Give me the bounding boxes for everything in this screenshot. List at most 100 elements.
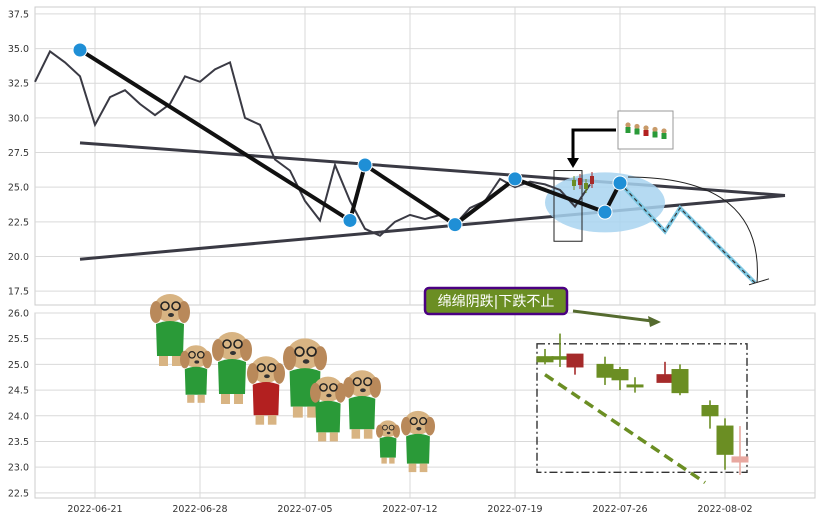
puppy-head [346,370,378,397]
pivot-point [447,217,463,233]
puppy-ear [424,416,435,436]
bottom-y-tick-label: 26.0 [8,309,29,320]
zigzag-segment [453,176,517,227]
pivot-point [357,157,373,173]
candle-body [611,369,629,381]
zigzag-segment [513,176,607,215]
puppy-overalls [156,321,184,356]
puppy-overalls [315,400,341,433]
candlesticks [536,333,749,475]
puppy-ear [202,350,212,369]
puppy-overalls [348,395,376,430]
puppy-overalls [406,433,430,464]
puppy-glasses [267,363,277,373]
puppy-leg [292,406,303,418]
puppy-leg [329,432,338,442]
mini-candle-body [578,178,582,185]
puppy-nose [302,359,310,364]
puppy [401,410,435,473]
puppy-ear [343,376,355,398]
puppy-leg [363,429,373,439]
thumbnail-puppy-head [652,126,658,133]
puppy-ear [212,339,224,361]
projection-end-tick [748,278,770,286]
puppy-glasses [294,346,305,357]
pattern-highlight [545,170,665,242]
pivot-points [72,42,628,233]
puppy-ear [376,424,384,438]
pivot-point [507,171,523,187]
x-tick-label: 2022-08-02 [697,504,752,515]
puppy-leg [307,406,318,418]
puppy [180,345,212,403]
trendline [79,141,786,197]
puppy-nose [168,313,174,317]
candle-body [566,353,584,368]
projected-decline [618,176,770,286]
pivot-point [72,42,88,58]
puppy-ear [247,362,259,384]
puppy-leg [234,394,243,404]
triangle-trendlines [79,141,786,261]
thumbnail-puppy-body [643,130,649,136]
puppy-glasses [382,424,388,431]
puppy-glasses [160,301,170,311]
pattern-box [553,170,583,242]
puppy-leg [221,394,230,404]
puppy-head [183,345,209,368]
puppy-nose [230,351,236,355]
puppy [376,420,400,464]
puppy-head [250,356,282,383]
bottom-panel: 22.5 23.0 23.5 24.0 24.5 25.0 25.5 26.0 2022-06… [8,309,816,515]
top-grid [35,7,815,305]
candle-body [626,384,644,388]
puppy-glasses [188,350,196,359]
x-tick-label: 2022-06-21 [67,504,122,515]
top-y-tick-label: 27.5 [8,148,29,159]
puppy-overalls [252,381,280,416]
bottom-y-tick-label: 24.0 [8,411,29,422]
candle-trend-dashed [544,373,706,485]
pivot-point [612,175,628,191]
thumbnail-puppy-head [625,122,631,128]
bottom-y-axis: 22.5 23.0 23.5 24.0 24.5 25.0 25.5 26.0 [8,309,29,500]
puppy-glasses [256,363,266,373]
projection-dash [619,182,756,284]
puppy [150,294,190,366]
callout-arrow-shaft [572,309,653,323]
puppy-ear [178,301,190,323]
puppy-nose [194,360,200,364]
puppy-glasses [196,350,205,359]
thumbnail-puppy-body [634,128,640,135]
top-y-axis: 17.5 20.0 22.5 25.0 27.5 30.0 32.5 35.0 37.5 [8,9,29,297]
puppy [310,376,346,442]
top-y-tick-label: 35.0 [8,44,29,55]
annotation-callout: 绵绵阴跌|下跌不止 [423,286,661,327]
thumbnail-puppy-body [661,133,667,139]
puppy-ear [180,350,190,369]
candle-body [701,405,719,417]
zigzag-segment [348,163,367,223]
mini-candle-body [584,183,588,189]
puppy-nose [360,388,366,393]
puppy-leg [408,463,417,473]
callout-arrow-head [648,316,661,327]
mini-candle-body [572,180,576,186]
zigzag-lines [78,47,622,227]
puppy-head [287,338,323,370]
puppy [343,370,381,439]
zigzag-segment [363,163,457,227]
puppy-overalls [184,366,208,395]
thumbnail-puppy-body [652,131,658,138]
puppy-ear [283,346,297,371]
puppy-leg [351,429,361,439]
puppy-head [378,420,398,438]
candle-trendline [544,373,706,485]
candle-body [716,425,734,455]
candle-body [536,356,554,363]
x-tick-label: 2022-07-05 [277,504,332,515]
thumbnail-puppy-body [625,127,631,133]
bottom-y-tick-label: 25.0 [8,360,29,371]
callout-label: 绵绵阴跌|下跌不止 [438,293,555,310]
top-y-tick-label: 30.0 [8,113,29,124]
